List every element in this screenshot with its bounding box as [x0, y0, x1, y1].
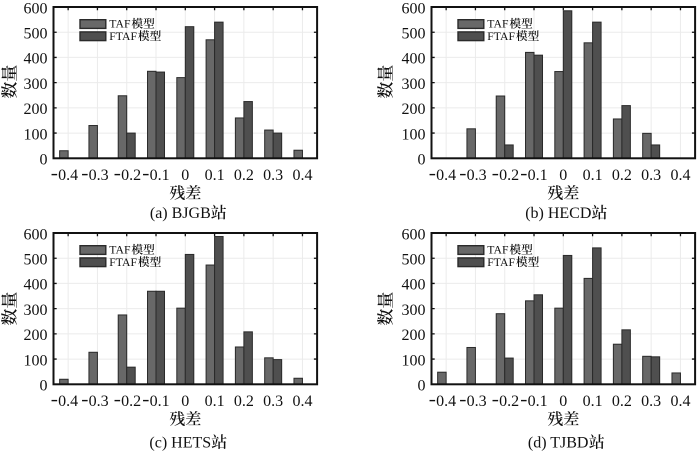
svg-text:600: 600 [24, 0, 48, 17]
svg-text:(a) BJGB: (a) BJGB [150, 205, 211, 222]
svg-text:0.4: 0.4 [436, 167, 456, 184]
svg-text:500: 500 [24, 26, 48, 43]
svg-text:0.4: 0.4 [436, 393, 456, 410]
svg-text:0.3: 0.3 [89, 393, 109, 410]
svg-text:TAF: TAF [109, 18, 131, 31]
svg-text:0.1: 0.1 [150, 167, 170, 184]
svg-text:0.4: 0.4 [292, 167, 312, 184]
svg-text:0.2: 0.2 [499, 393, 519, 410]
svg-text:FTAF: FTAF [487, 30, 515, 43]
svg-text:300: 300 [24, 302, 48, 319]
svg-text:(c) HETS: (c) HETS [149, 435, 211, 451]
svg-text:0.2: 0.2 [612, 167, 632, 184]
svg-text:300: 300 [24, 76, 48, 93]
svg-text:400: 400 [402, 277, 426, 294]
svg-text:400: 400 [24, 51, 48, 68]
svg-text:0.2: 0.2 [499, 167, 519, 184]
svg-text:0.4: 0.4 [292, 393, 312, 410]
svg-text:0.1: 0.1 [205, 393, 225, 410]
svg-text:100: 100 [402, 126, 426, 143]
svg-text:FTAF: FTAF [109, 256, 137, 269]
svg-text:300: 300 [402, 76, 426, 93]
svg-text:TAF: TAF [487, 18, 509, 31]
svg-text:400: 400 [24, 277, 48, 294]
svg-text:0.2: 0.2 [612, 393, 632, 410]
svg-text:0: 0 [40, 378, 48, 395]
svg-text:(d) TJBD: (d) TJBD [528, 435, 589, 451]
svg-text:0.3: 0.3 [263, 393, 283, 410]
svg-text:0.1: 0.1 [150, 393, 170, 410]
svg-text:0: 0 [559, 393, 567, 410]
svg-text:0.2: 0.2 [121, 167, 141, 184]
svg-text:0.1: 0.1 [583, 167, 603, 184]
svg-text:0.1: 0.1 [205, 167, 225, 184]
svg-text:FTAF: FTAF [487, 256, 515, 269]
svg-text:0: 0 [181, 167, 189, 184]
svg-text:0.4: 0.4 [58, 167, 78, 184]
svg-text:0: 0 [181, 393, 189, 410]
svg-text:0.3: 0.3 [641, 167, 661, 184]
svg-text:0.3: 0.3 [263, 167, 283, 184]
svg-text:(b) HECD: (b) HECD [525, 205, 591, 222]
svg-text:200: 200 [24, 327, 48, 344]
svg-text:500: 500 [402, 26, 426, 43]
svg-text:600: 600 [24, 226, 48, 243]
svg-text:0.1: 0.1 [583, 393, 603, 410]
svg-text:0.3: 0.3 [89, 167, 109, 184]
svg-text:0.1: 0.1 [528, 393, 548, 410]
svg-text:TAF: TAF [487, 244, 509, 257]
svg-text:0.4: 0.4 [58, 393, 78, 410]
svg-text:100: 100 [402, 352, 426, 369]
svg-text:0.3: 0.3 [467, 167, 487, 184]
svg-text:FTAF: FTAF [109, 30, 137, 43]
svg-text:0.4: 0.4 [670, 393, 690, 410]
svg-text:0: 0 [559, 167, 567, 184]
svg-text:600: 600 [402, 0, 426, 17]
svg-text:500: 500 [24, 252, 48, 269]
svg-text:0.1: 0.1 [528, 167, 548, 184]
svg-text:600: 600 [402, 226, 426, 243]
svg-text:0.2: 0.2 [121, 393, 141, 410]
svg-text:500: 500 [402, 252, 426, 269]
svg-text:100: 100 [24, 352, 48, 369]
svg-text:0: 0 [418, 152, 426, 169]
svg-text:TAF: TAF [109, 244, 131, 257]
svg-text:200: 200 [24, 101, 48, 118]
svg-text:100: 100 [24, 126, 48, 143]
svg-text:0: 0 [40, 152, 48, 169]
svg-text:200: 200 [402, 327, 426, 344]
svg-text:0.2: 0.2 [234, 167, 254, 184]
svg-text:400: 400 [402, 51, 426, 68]
svg-text:200: 200 [402, 101, 426, 118]
svg-text:0.2: 0.2 [234, 393, 254, 410]
svg-text:0: 0 [418, 378, 426, 395]
svg-text:0.3: 0.3 [467, 393, 487, 410]
svg-text:0.4: 0.4 [670, 167, 690, 184]
svg-text:300: 300 [402, 302, 426, 319]
svg-text:0.3: 0.3 [641, 393, 661, 410]
